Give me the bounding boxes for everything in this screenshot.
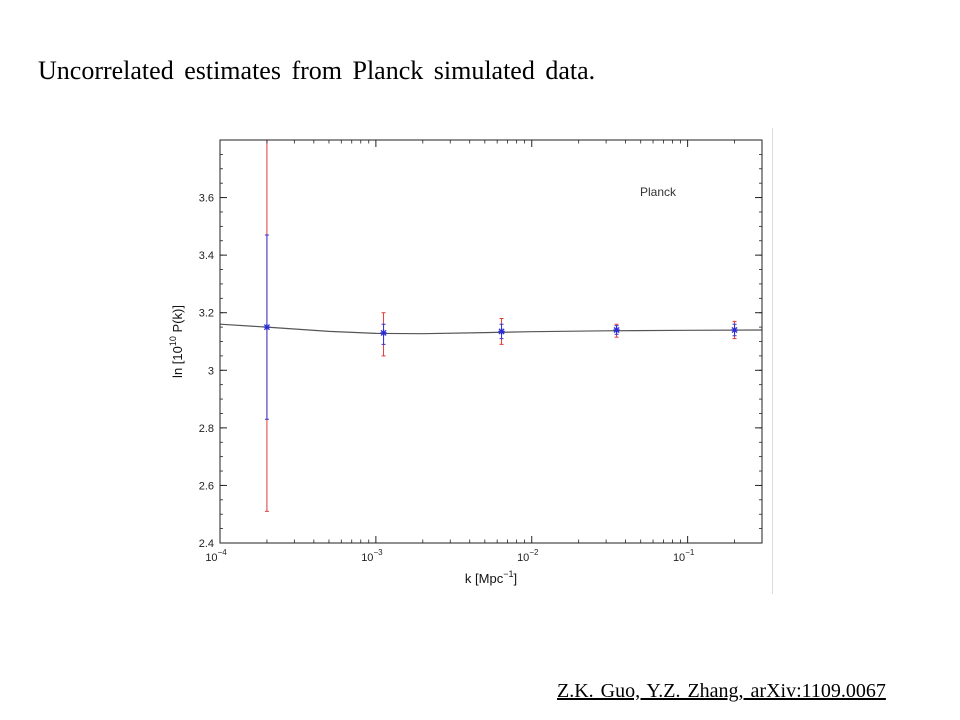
y-tick-label: 3 bbox=[208, 365, 214, 377]
x-axis-label-sup: −1 bbox=[503, 569, 513, 579]
y-tick-label: 3.6 bbox=[199, 193, 214, 205]
x-tick-base: 10 bbox=[205, 552, 217, 564]
citation-link[interactable]: Z.K. Guo, Y.Z. Zhang, arXiv:1109.0067 bbox=[557, 680, 886, 702]
x-tick-exponent: −3 bbox=[373, 548, 383, 557]
x-tick-exponent: −1 bbox=[685, 548, 695, 557]
marker-stroke bbox=[731, 326, 738, 334]
point-marker bbox=[263, 323, 271, 331]
x-tick-base: 10 bbox=[361, 552, 373, 564]
figure-panel: 2.4 2.6 2.8 3 3.2 3.4 3.6 10−4 10−3 10−2 10−1 k [M… bbox=[160, 128, 776, 598]
point-marker bbox=[380, 329, 387, 337]
y-tick-label: 3.4 bbox=[199, 250, 214, 262]
x-tick-exponent: −2 bbox=[529, 548, 539, 557]
x-tick-label: 10−1 bbox=[673, 548, 695, 564]
marker-stroke bbox=[380, 329, 387, 336]
y-tick-label: 2.6 bbox=[199, 480, 214, 492]
power-spectrum-chart: 2.42.62.833.23.43.6 10−4 10−3 10−2 10−1k [M… bbox=[168, 139, 763, 586]
data-point-5 bbox=[731, 320, 738, 340]
data-point-3 bbox=[498, 317, 505, 345]
model-curve bbox=[219, 323, 763, 335]
marker-stroke bbox=[498, 328, 505, 335]
x-axis-label: k [Mpc−1] bbox=[465, 569, 517, 586]
y-axis-label-tail: P(k)] bbox=[170, 305, 185, 336]
data-point-1 bbox=[263, 139, 271, 512]
chart-annotation: Planck bbox=[640, 185, 677, 199]
x-tick-base: 10 bbox=[673, 552, 685, 564]
y-axis-label: ln [1010 P(k)] bbox=[168, 305, 185, 378]
x-axis-label-base: k [Mpc bbox=[465, 571, 504, 586]
y-axis-label-base: ln [10 bbox=[170, 346, 185, 378]
slide-title: Uncorrelated estimates from Planck simul… bbox=[38, 56, 596, 85]
y-axis-label-sup: 10 bbox=[168, 336, 178, 346]
y-tick-label: 3.2 bbox=[199, 308, 214, 320]
x-tick-label: 10−3 bbox=[361, 548, 383, 564]
plot-frame bbox=[219, 139, 763, 544]
data-point-4 bbox=[613, 323, 620, 338]
x-tick-label: 10−4 bbox=[205, 548, 227, 564]
point-marker bbox=[731, 326, 738, 334]
point-marker bbox=[613, 326, 620, 334]
x-tick-label: 10−2 bbox=[517, 548, 539, 564]
marker-stroke bbox=[263, 324, 270, 331]
x-tick-exponent: −4 bbox=[218, 548, 228, 557]
x-axis-label-tail: ] bbox=[513, 571, 517, 586]
point-marker bbox=[498, 328, 505, 335]
data-point-2 bbox=[380, 312, 387, 357]
figure-edge bbox=[772, 128, 773, 594]
x-tick-base: 10 bbox=[517, 552, 529, 564]
marker-stroke bbox=[613, 326, 620, 334]
y-tick-label: 2.4 bbox=[199, 538, 214, 550]
y-tick-label: 2.8 bbox=[199, 423, 214, 435]
